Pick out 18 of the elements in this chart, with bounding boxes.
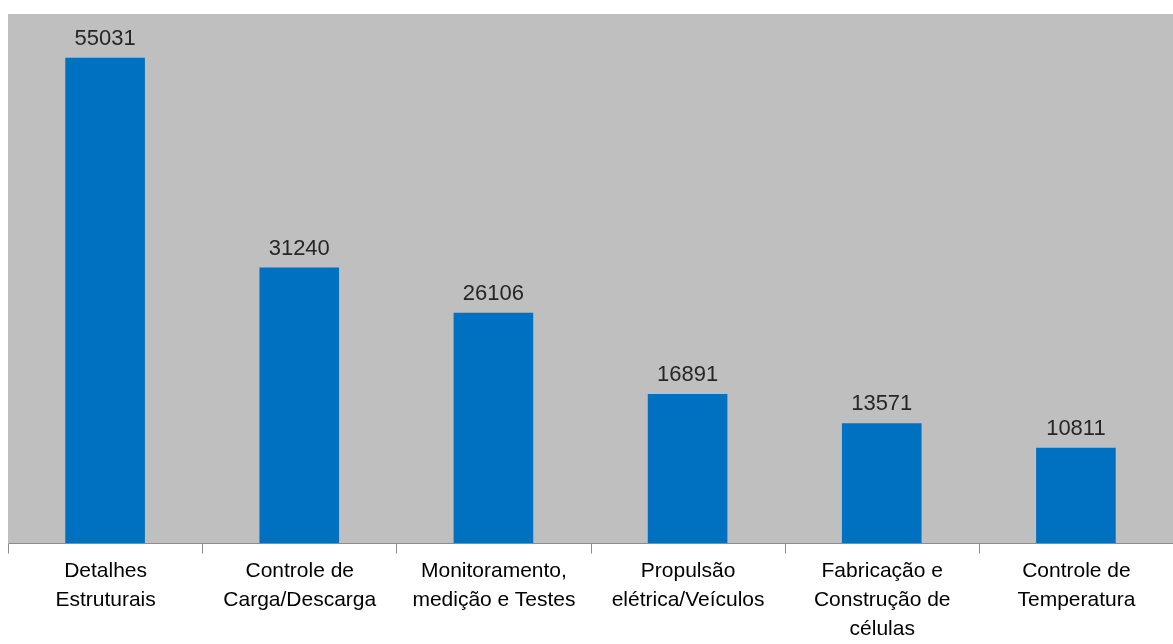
data-label: 16891 — [656, 361, 719, 387]
x-tick-label: Fabricação e Construção de células — [813, 557, 951, 639]
bar — [65, 57, 145, 543]
data-label: 31240 — [268, 234, 330, 260]
x-tick-label: Propulsão elétrica/Veículos — [611, 557, 765, 610]
data-label: 13571 — [851, 390, 913, 416]
data-label: 26106 — [462, 279, 525, 305]
data-label: 55031 — [74, 24, 136, 50]
x-tick-label: Controle de Carga/Descarga — [223, 557, 377, 610]
bar — [1036, 447, 1116, 543]
data-label: 10811 — [1046, 414, 1106, 440]
bar — [259, 267, 340, 543]
x-tick-label: Monitoramento, medição e Testes — [412, 557, 576, 610]
bar — [647, 394, 728, 543]
bar — [841, 423, 922, 543]
x-tick-label: Detalhes Estruturais — [55, 557, 156, 610]
x-tick-label: Controle de Temperatura — [1017, 557, 1136, 610]
bar — [453, 312, 534, 543]
